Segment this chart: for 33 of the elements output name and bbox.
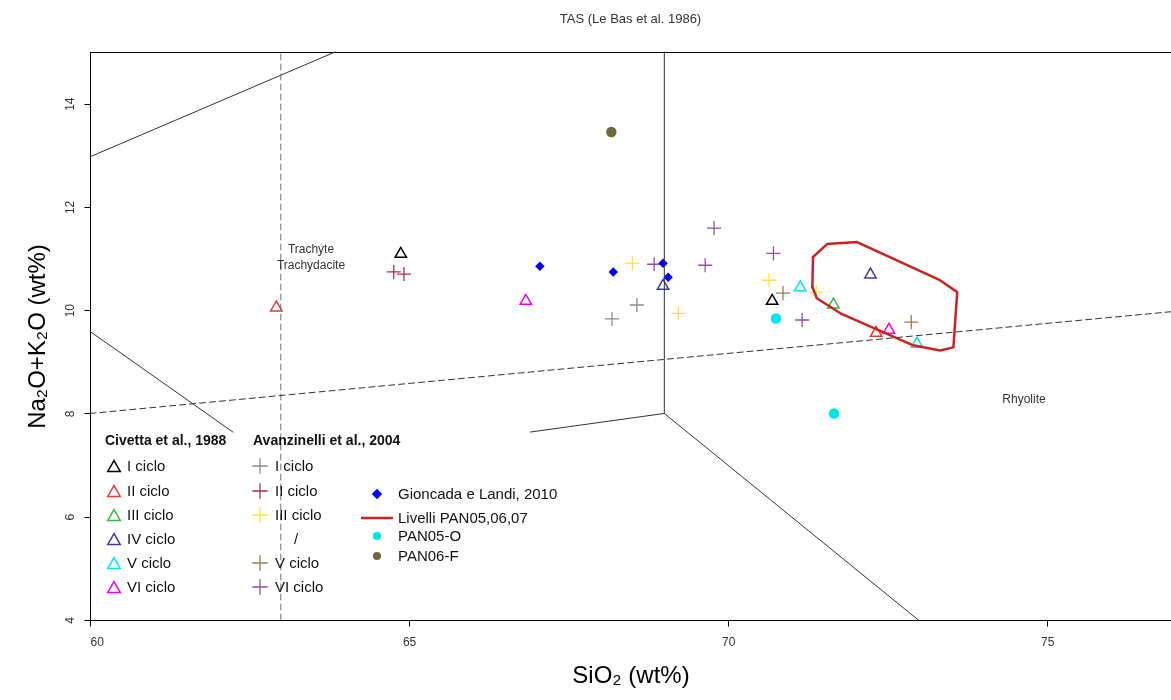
- x-tick-label: 65: [402, 634, 417, 649]
- legend-label: II ciclo: [127, 482, 170, 499]
- legend-label: I ciclo: [275, 457, 314, 474]
- y-tick-label: 6: [62, 513, 77, 521]
- annotation: Trachyte Trachydacite: [276, 242, 346, 272]
- y-tick-label: 10: [62, 303, 77, 318]
- legend-label: V ciclo: [275, 554, 320, 571]
- y-tick-label: 4: [62, 616, 77, 624]
- x-axis-title: SiO₂ (wt%): [572, 660, 690, 688]
- legend-label: III ciclo: [127, 506, 174, 523]
- y-tick-label: 8: [62, 410, 77, 418]
- y-tick-label: 12: [62, 200, 77, 215]
- chart-title: TAS (Le Bas et al. 1986): [559, 10, 702, 26]
- annotation: /: [293, 530, 299, 547]
- legend-label: II ciclo: [275, 482, 318, 499]
- annotation: Civetta et al., 1988: [105, 432, 227, 448]
- legend-label: III ciclo: [275, 506, 322, 523]
- legend-label: Livelli PAN05,06,07: [398, 509, 528, 526]
- legend-label: I ciclo: [127, 457, 166, 474]
- legend-label: V ciclo: [127, 554, 172, 571]
- x-tick-label: 75: [1041, 634, 1055, 649]
- annotation: Avanzinelli et al., 2004: [253, 432, 401, 448]
- x-tick-label: 70: [721, 634, 736, 649]
- legend-label: Gioncada e Landi, 2010: [398, 485, 558, 502]
- legend-label: IV ciclo: [127, 530, 176, 547]
- y-tick-label: 14: [62, 97, 77, 111]
- y-axis-title: Na₂O+K₂O (wt%): [22, 244, 50, 429]
- legend-label: PAN06-F: [398, 547, 459, 564]
- annotation: Rhyolite: [1002, 392, 1046, 406]
- legend-label: PAN05-O: [398, 527, 462, 544]
- legend-label: VI ciclo: [275, 578, 324, 595]
- legend-label: VI ciclo: [127, 578, 176, 595]
- x-tick-label: 60: [90, 634, 105, 649]
